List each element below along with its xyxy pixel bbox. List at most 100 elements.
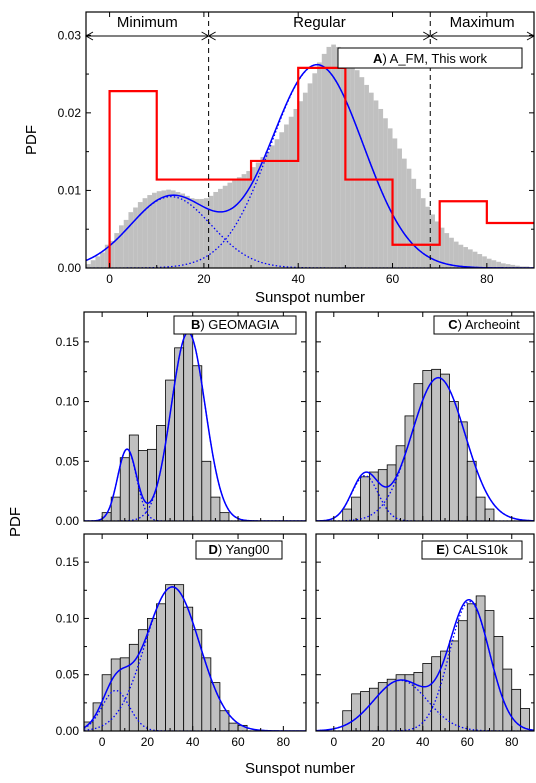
panel-a-bar [420, 198, 426, 268]
panel-a-bar [317, 62, 322, 268]
panel-a-x-tick-label: 40 [292, 272, 306, 286]
panel-d-label-box [195, 540, 283, 560]
panel-a-label-text: ) A_FM, This work [382, 51, 487, 66]
panel-e-bar [368, 687, 379, 731]
panel-b-y-tick-label: 0.15 [56, 335, 80, 349]
panel-a-label-box [337, 47, 523, 69]
panel-c-bar [431, 368, 441, 521]
panel-d-y-tick-label: 0.00 [56, 724, 80, 738]
panel-a-bar [515, 265, 520, 268]
panel-d-bar [228, 722, 239, 731]
panel-a-plot-area [86, 12, 534, 268]
panel-a-bar [496, 261, 501, 268]
panel-c-bar [466, 460, 477, 521]
panel-d-label-text: ) Yang00 [218, 542, 270, 557]
panel-a-bar [387, 128, 393, 268]
panel-c-histogram [342, 368, 495, 521]
panel-c-bar [351, 496, 361, 521]
panel-d-x-tick-label: 0 [99, 735, 106, 749]
region-label-regular: Regular [293, 14, 346, 31]
panel-c-plot-area [316, 368, 534, 521]
panel-a-bar [194, 198, 200, 268]
panel-a-bar [392, 138, 398, 268]
panel-d-bar [183, 606, 194, 731]
panel-a-bar [100, 252, 105, 268]
panel-a-histogram [86, 44, 534, 268]
panel-a-bar [302, 92, 308, 268]
panel-a-bar [416, 188, 421, 268]
panel-b-bar [147, 448, 157, 521]
panel-a-bar [397, 148, 402, 268]
panel-e-fit-component-2 [316, 600, 534, 731]
panel-b-bar [119, 457, 130, 521]
panel-a-bar [246, 171, 252, 268]
panel-b-label-letter: B [191, 317, 200, 332]
panel-a-bar [236, 177, 242, 268]
panel-a-bar [425, 206, 431, 268]
panel-a-bar [199, 198, 204, 268]
panel-c-label-text: ) Archeoint [458, 317, 521, 332]
panel-d-histogram [84, 584, 248, 731]
panel-a-x-axis-title: Sunspot number [255, 289, 365, 306]
panel-a-bar [175, 191, 181, 268]
panel-a-bar [213, 191, 219, 268]
panel-c-frame [315, 311, 535, 522]
panel-a-bar [274, 139, 280, 268]
panel-d-label: D) Yang00 [209, 542, 270, 557]
panel-a-bar [383, 118, 388, 268]
panel-e-bar [360, 691, 370, 731]
panel-a-bar [373, 100, 379, 268]
panel-d-plot-area [84, 584, 306, 731]
panel-a-bar [156, 191, 162, 268]
panel-a-x-tick-label: 60 [386, 272, 400, 286]
panel-c-bar [342, 508, 352, 521]
panel-a-bar [293, 108, 299, 268]
panel-e-label-box [421, 540, 523, 560]
panel-a-bar [472, 251, 478, 268]
panel-a-label: A) A_FM, This work [373, 51, 487, 66]
panel-a-bar [406, 168, 412, 268]
panel-e-x-tick-label: 80 [505, 735, 519, 749]
lower-y-axis-title: PDF [7, 507, 24, 537]
panel-a-y-axis-title: PDF [23, 125, 40, 155]
panel-a-bar [491, 260, 497, 268]
panel-b-plot-area [84, 327, 306, 521]
panel-a-bar [114, 233, 120, 268]
panel-a-bar [486, 258, 492, 268]
panel-c: C) Archeoint [315, 311, 535, 522]
panel-a-bar [321, 53, 327, 268]
panel-d-x-tick-label: 40 [186, 735, 200, 749]
panel-e-x-tick-label: 60 [461, 735, 475, 749]
panel-a-bar [284, 124, 289, 268]
panel-a-bar [109, 240, 115, 268]
panel-a-bar [180, 193, 186, 268]
panel-a-bar [326, 46, 332, 268]
panel-b-bar [219, 512, 230, 521]
panel-c-bar [475, 496, 486, 521]
panel-c-bar [449, 401, 459, 521]
panel-a-bar [142, 198, 148, 268]
panel-a-y-tick-label: 0.02 [58, 106, 82, 120]
panel-a-step-line [108, 66, 534, 268]
panel-e-bar [457, 620, 468, 731]
panel-c-label-box [433, 315, 535, 335]
panel-b-histogram [101, 327, 230, 521]
panel-d-bar [210, 682, 221, 731]
panel-e-histogram [342, 595, 530, 731]
panel-b-y-tick-label: 0.10 [56, 395, 80, 409]
panel-e-fit-total [316, 598, 534, 731]
panel-e: 0 20 40 60 80 E) CALS10k [315, 533, 535, 749]
panel-a-bar [147, 195, 153, 268]
panel-d-bar [201, 657, 212, 731]
panel-a-bar [241, 174, 247, 268]
panel-a-bar [335, 46, 341, 268]
panel-e-bar [351, 693, 361, 731]
panel-a-bar [331, 44, 336, 268]
panel-d-x-tick-label: 20 [141, 735, 155, 749]
panel-b-bar [210, 496, 221, 521]
panel-a-bar [430, 214, 435, 268]
panel-e-bar [431, 656, 441, 731]
region-label-maximum: Maximum [450, 14, 515, 31]
panel-a-region-arrow-left [85, 31, 94, 41]
panel-a-bar [123, 219, 129, 268]
